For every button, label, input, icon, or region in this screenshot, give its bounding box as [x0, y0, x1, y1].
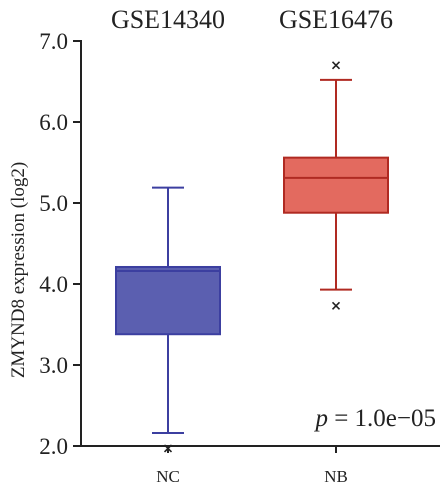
y-ticks: 2.0 3.0 4.0 5.0 6.0 7.0 — [39, 29, 81, 459]
box-nc — [115, 265, 221, 336]
y-axis-label: ZMYND8 expression (log2) — [8, 162, 29, 378]
y-tick-label: 7.0 — [39, 29, 68, 54]
dataset-label-gse16476: GSE16476 — [279, 5, 393, 34]
outlier-stroke — [331, 301, 341, 310]
p-symbol: p — [313, 405, 328, 432]
p-value-annotation: p = 1.0e−05 — [313, 405, 436, 432]
box-nb — [283, 156, 389, 214]
y-tick-label: 4.0 — [39, 272, 68, 297]
x-tick-label-nb: NB — [324, 467, 348, 486]
y-tick-label: 3.0 — [39, 353, 68, 378]
outlier-marker-nb — [331, 61, 341, 70]
y-tick-label: 6.0 — [39, 110, 68, 135]
y-tick-label: 2.0 — [39, 434, 68, 459]
outlier-marker-nb — [331, 301, 341, 310]
outlier-stroke — [331, 61, 341, 70]
dataset-label-gse14340: GSE14340 — [111, 5, 225, 34]
y-tick-label: 5.0 — [39, 191, 68, 216]
boxes-layer: NC NB — [115, 61, 389, 486]
p-value-text: = 1.0e−05 — [328, 405, 436, 432]
x-tick-label-nc: NC — [156, 467, 180, 486]
